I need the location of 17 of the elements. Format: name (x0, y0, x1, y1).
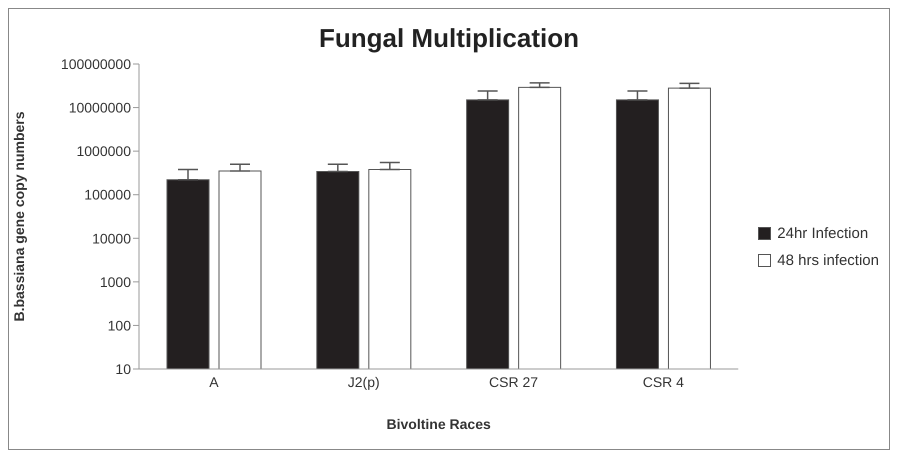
x-tick-label: J2(p) (348, 374, 380, 390)
legend-label: 48 hrs infection (777, 252, 879, 268)
y-tick-label: 10 (115, 360, 132, 377)
y-tick-label: 10000 (92, 230, 132, 246)
y-tick-label: 1000 (100, 274, 132, 290)
y-tick-label: 100000000 (60, 56, 132, 72)
x-tick-label: CSR 4 (642, 374, 684, 390)
x-axis-title: Bivoltine Races (386, 416, 491, 432)
y-tick-label: 10000000 (68, 100, 132, 116)
x-tick-label: CSR 27 (489, 374, 538, 390)
y-tick-label: 100 (108, 317, 132, 334)
y-tick-label: 100000 (84, 186, 132, 203)
x-tick-label: A (209, 374, 220, 390)
y-tick-label: 1000000 (76, 143, 132, 160)
chart-title: Fungal Multiplication (318, 23, 580, 54)
legend-label: 24hr Infection (777, 224, 868, 242)
y-axis-title: B.bassiana gene copy numbers (10, 111, 27, 322)
